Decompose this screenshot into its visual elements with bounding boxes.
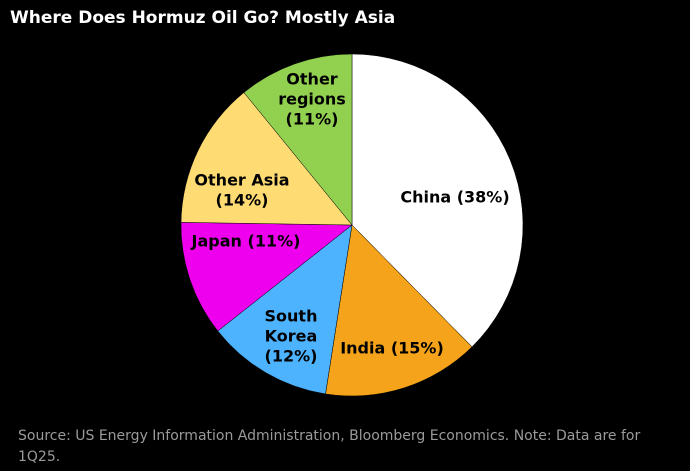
chart-title: Where Does Hormuz Oil Go? Mostly Asia: [10, 8, 396, 28]
pie-slice-china: [351, 53, 524, 348]
slice-label-india: India (15%): [340, 339, 444, 358]
slice-label-other-asia: Other Asia (14%): [194, 171, 289, 210]
pie-slice-other-asia: [180, 92, 353, 226]
pie-labels: China (38%) India (15%) South Korea (12%) Jap…: [191, 70, 510, 366]
pie-slice-south-korea: [217, 224, 353, 395]
pie-slice-other-regions: [243, 53, 353, 226]
slice-label-south-korea: South Korea (12%): [265, 307, 318, 366]
pie-slices: [180, 53, 524, 397]
pie-slice-india: [325, 224, 473, 397]
pie-slice-japan: [180, 222, 353, 332]
slice-label-china: China (38%): [400, 188, 509, 207]
slice-label-other-regions: Other regions (11%): [278, 70, 346, 129]
source-note: Source: US Energy Information Administra…: [18, 428, 641, 465]
pie-chart: China (38%) India (15%) South Korea (12%) Jap…: [180, 53, 524, 397]
slice-label-japan: Japan (11%): [191, 232, 301, 251]
